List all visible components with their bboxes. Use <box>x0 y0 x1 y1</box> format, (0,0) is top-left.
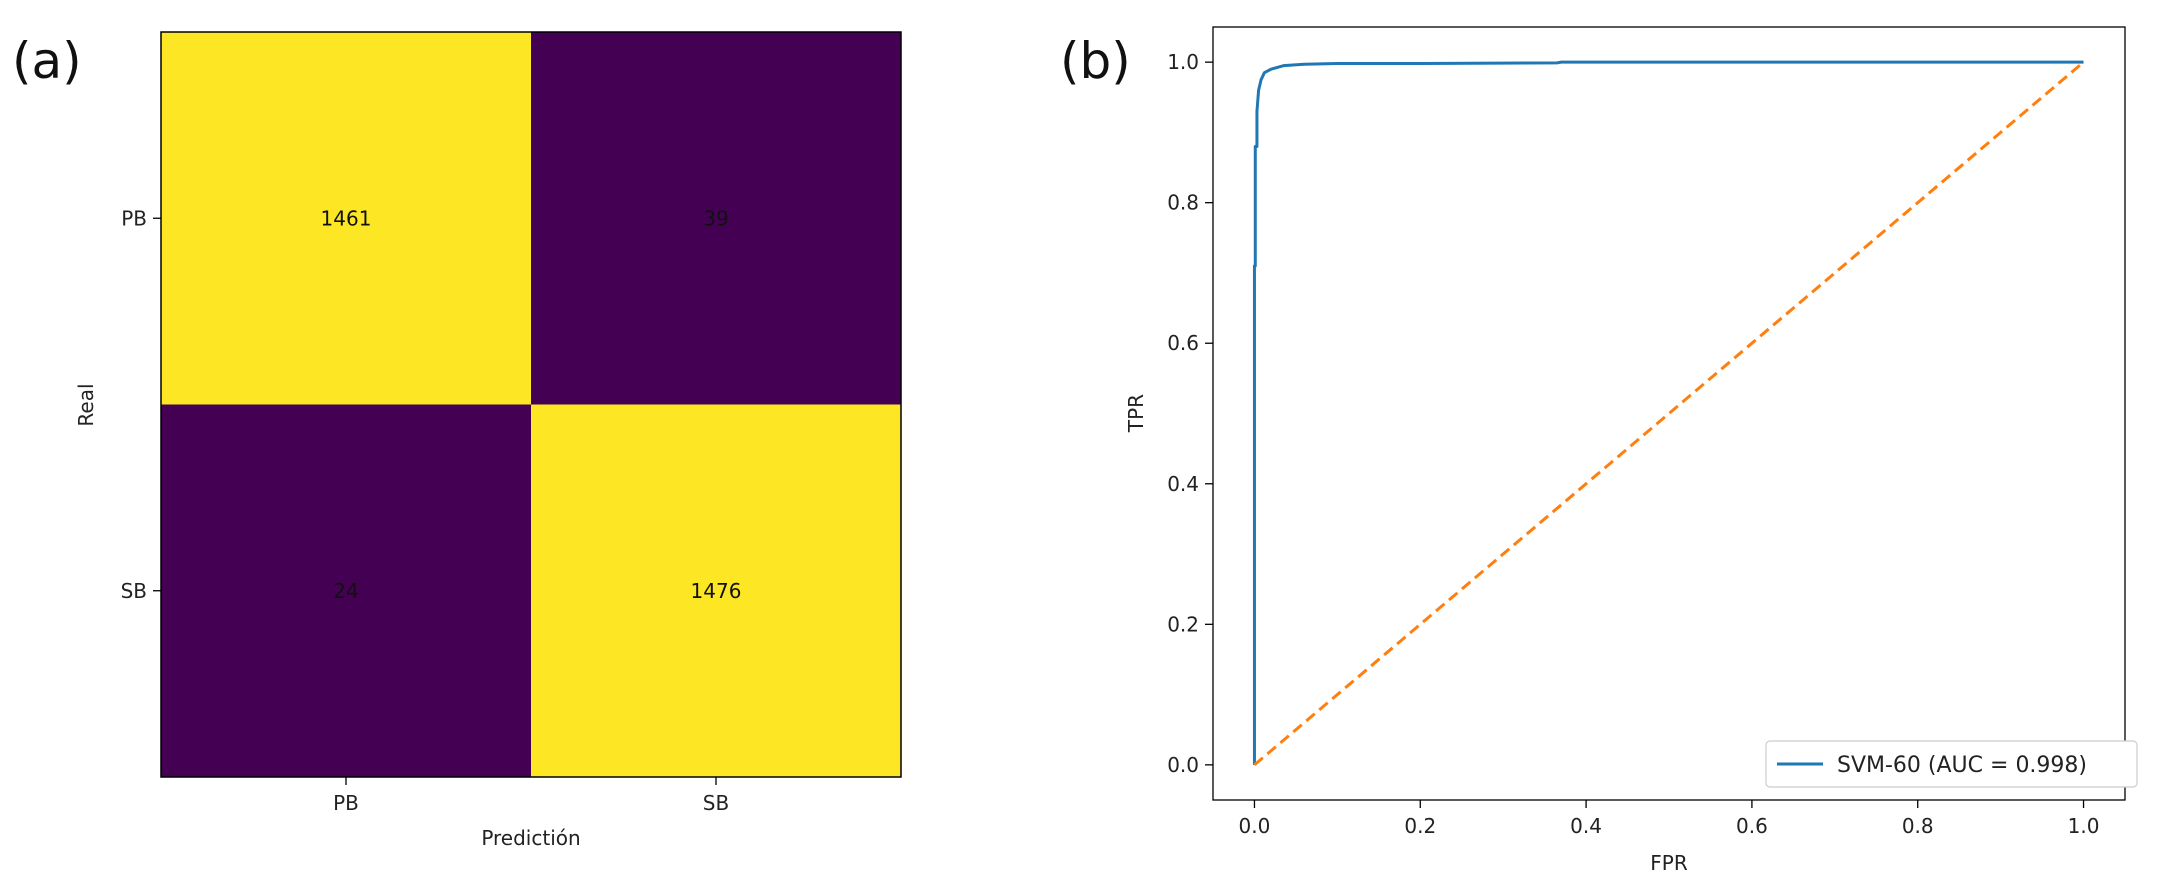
cm-cell <box>161 404 531 777</box>
roc-curve-line <box>1252 60 2084 765</box>
cm-cell <box>531 404 901 777</box>
cm-frame <box>160 31 902 778</box>
roc-y-tick-label: 0.0 <box>1167 753 1199 777</box>
roc-y-tick-label: 0.8 <box>1167 191 1199 215</box>
cm-x-tick-label: PB <box>333 791 359 815</box>
roc-frame <box>1212 26 2126 801</box>
legend-box <box>1765 740 2138 788</box>
cm-y-axis-label: Real <box>74 383 98 426</box>
panel-a-label: (a) <box>12 32 82 90</box>
cm-cell-value: 1476 <box>691 579 742 603</box>
roc-y-axis-label: TPR <box>1124 394 1148 433</box>
roc-x-tick-label: 0.2 <box>1404 814 1436 838</box>
panel-b-label: (b) <box>1060 32 1131 90</box>
cm-cell <box>161 32 531 405</box>
cm-y-tick-label: PB <box>121 206 147 230</box>
cm-cell <box>531 32 901 405</box>
cm-x-axis-label: Predictión <box>481 826 580 850</box>
legend-label: SVM-60 (AUC = 0.998) <box>1837 753 2087 778</box>
roc-x-axis-label: FPR <box>1650 851 1688 875</box>
roc-y-tick-label: 0.4 <box>1167 472 1199 496</box>
cm-cell-value: 39 <box>703 206 728 230</box>
chance-diagonal-line <box>1253 60 2085 767</box>
cm-x-tick-label: SB <box>703 791 729 815</box>
roc-x-tick-label: 1.0 <box>2068 814 2100 838</box>
roc-x-tick-label: 0.6 <box>1736 814 1768 838</box>
roc-x-tick-label: 0.0 <box>1239 814 1271 838</box>
cm-cell-value: 1461 <box>321 206 372 230</box>
cm-cell-value: 24 <box>333 579 358 603</box>
roc-x-tick-label: 0.4 <box>1570 814 1602 838</box>
cm-y-tick-label: SB <box>121 579 147 603</box>
roc-y-tick-label: 0.2 <box>1167 612 1199 636</box>
roc-chart: 0.0 0.2 0.4 0.6 0.8 1.0 0.0 0.2 0.4 0.6 0.8 1.0 FP… <box>1124 26 2138 875</box>
roc-y-tick-label: 1.0 <box>1167 50 1199 74</box>
roc-legend: SVM-60 (AUC = 0.998) <box>1765 740 2138 788</box>
roc-y-tick-label: 0.6 <box>1167 331 1199 355</box>
roc-x-tick-label: 0.8 <box>1902 814 1934 838</box>
confusion-matrix: 1461 39 24 1476 PB SB PB SB Predictión Real <box>74 31 902 850</box>
